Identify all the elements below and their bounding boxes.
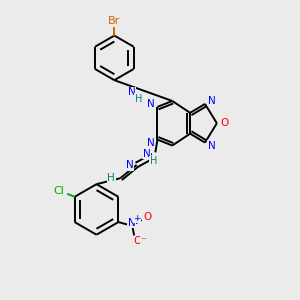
- Text: N: N: [128, 87, 136, 97]
- Text: N: N: [208, 140, 215, 151]
- Text: N: N: [147, 138, 155, 148]
- Text: H: H: [107, 173, 115, 183]
- Text: Br: Br: [108, 16, 121, 26]
- Text: H: H: [135, 94, 142, 104]
- Text: N: N: [147, 99, 155, 109]
- Text: N: N: [208, 96, 215, 106]
- Text: Cl: Cl: [54, 187, 64, 196]
- Text: N: N: [128, 218, 136, 228]
- Text: +: +: [134, 214, 141, 223]
- Text: O: O: [143, 212, 152, 222]
- Text: ⁻: ⁻: [141, 236, 147, 246]
- Text: O: O: [134, 236, 142, 246]
- Text: N: N: [126, 160, 134, 170]
- Text: N: N: [142, 148, 150, 159]
- Text: O: O: [220, 118, 228, 128]
- Text: H: H: [150, 156, 157, 166]
